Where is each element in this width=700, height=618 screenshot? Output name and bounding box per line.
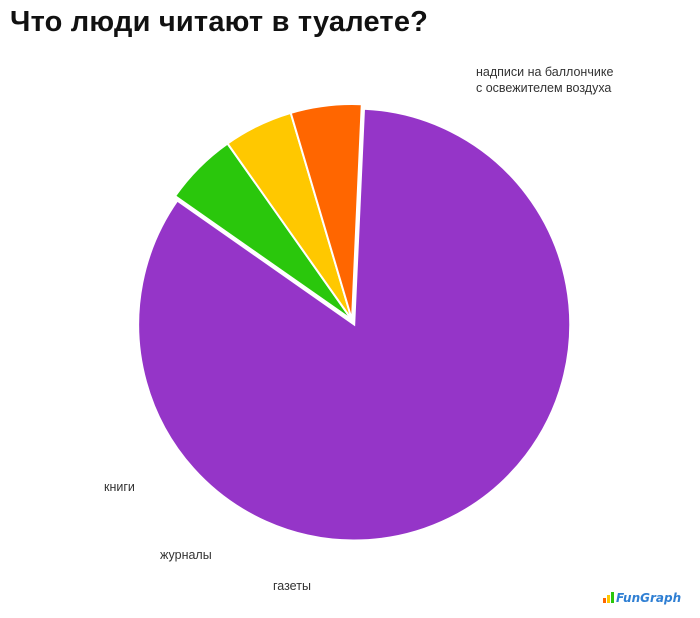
slice-label: журналы [160,548,212,562]
slice-label: книги [104,480,135,494]
pie-slice [289,103,363,321]
slice-label: надписи на баллончике с освежителем возду… [476,65,613,95]
fungraph-logo: FunGraph [603,591,681,605]
pie-slice [137,107,572,542]
bar-chart-icon [603,591,615,603]
chart-title: Что люди читают в туалете? [10,6,429,38]
logo-text: FunGraph [616,591,682,605]
slice-label: газеты [273,579,311,593]
